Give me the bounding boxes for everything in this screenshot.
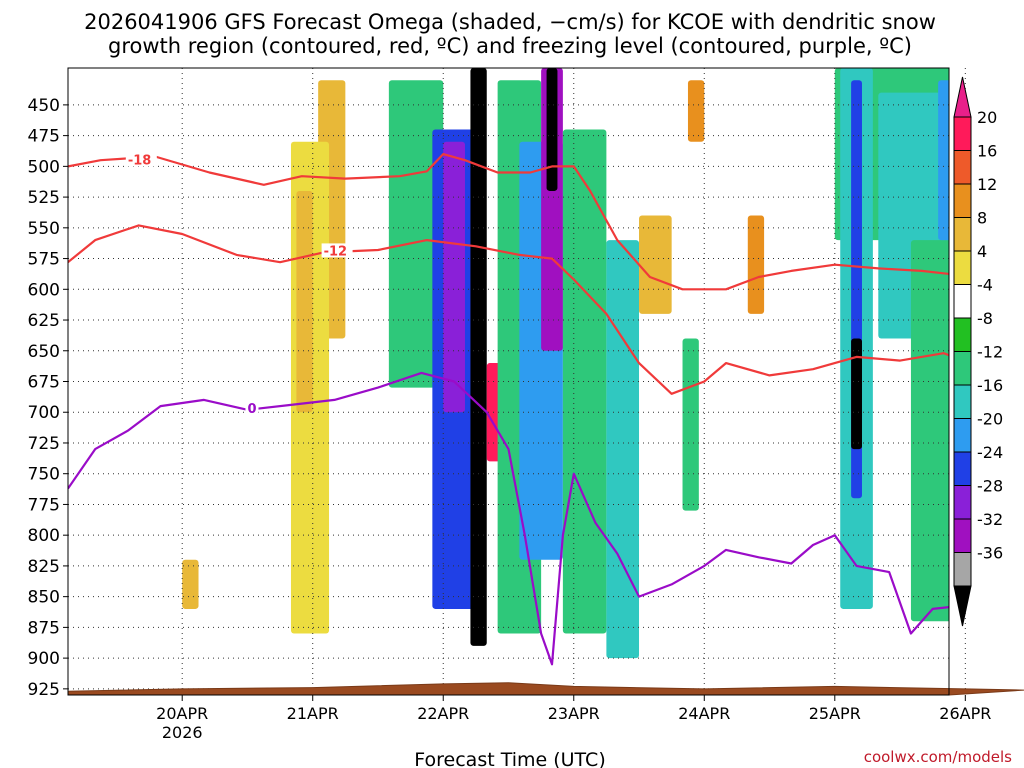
y-tick-label: 925 xyxy=(28,680,60,700)
y-tick-label: 525 xyxy=(28,188,60,208)
x-tick-sublabel: 2026 xyxy=(162,723,203,742)
dgz-contour-label-bg xyxy=(125,152,157,167)
omega-region-4 xyxy=(388,80,444,388)
freezing-level-contour-label: 0 xyxy=(247,402,256,417)
y-tick-label: 625 xyxy=(28,311,60,331)
colorbar-label: -20 xyxy=(977,410,1003,429)
omega-region-14 xyxy=(606,240,640,659)
dgz-contour-line xyxy=(68,153,949,291)
omega-region-15 xyxy=(639,215,672,314)
colorbar: 20 16 12 8 4 -4 -8 -12 -16 -20 -24 -28 -32 -36 xyxy=(953,76,1003,627)
x-tick-label: 26APR xyxy=(939,704,991,723)
colorbar-label: -36 xyxy=(977,544,1003,563)
y-tick-label: 875 xyxy=(28,618,60,638)
y-tick-label: 825 xyxy=(28,557,60,577)
y-tick-label: 600 xyxy=(28,280,60,300)
colorbar-swatch xyxy=(953,150,972,185)
y-tick-label: 500 xyxy=(28,157,60,177)
chart-title-line2: growth region (contoured, red, ºC) and f… xyxy=(108,34,912,58)
y-tick-label: 475 xyxy=(28,127,60,147)
y-tick-label: 650 xyxy=(28,342,60,362)
y-tick-label: 700 xyxy=(28,403,60,423)
freezing-level-contour-line xyxy=(68,371,949,666)
dgz-contour-label-bg xyxy=(321,243,353,258)
colorbar-swatch xyxy=(953,518,972,553)
x-tick-label: 20APR xyxy=(156,704,208,723)
contour-layer: -18 -12 0 xyxy=(68,152,949,666)
colorbar-label: -24 xyxy=(977,443,1003,462)
omega-region-13 xyxy=(562,129,607,634)
colorbar-swatch xyxy=(953,451,972,486)
omega-region-24 xyxy=(910,240,949,622)
colorbar-label: -8 xyxy=(977,309,993,328)
colorbar-swatch xyxy=(953,485,972,520)
colorbar-swatch xyxy=(953,552,972,587)
plot-area: -18 -12 0 xyxy=(67,67,1024,696)
y-tick-label: 850 xyxy=(28,588,60,608)
y-tick-label: 450 xyxy=(28,96,60,116)
colorbar-label: 20 xyxy=(977,108,997,127)
colorbar-top-triangle xyxy=(953,76,972,118)
omega-shading-layer xyxy=(182,68,949,659)
colorbar-bottom-triangle xyxy=(953,585,972,627)
credit-text: coolwx.com/models xyxy=(864,748,1012,766)
freezing-level-contour-label-bg xyxy=(245,400,259,415)
terrain-layer xyxy=(67,682,1024,696)
colorbar-swatch xyxy=(953,116,972,151)
omega-region-17 xyxy=(682,338,699,511)
omega-region-25 xyxy=(938,80,949,241)
colorbar-label: -16 xyxy=(977,376,1003,395)
omega-region-3 xyxy=(296,190,313,413)
x-tick-label: 24APR xyxy=(678,704,730,723)
colorbar-swatch xyxy=(953,217,972,252)
dgz-contour-label: -12 xyxy=(324,244,348,259)
x-tick-label: 25APR xyxy=(809,704,861,723)
colorbar-label: 16 xyxy=(977,142,997,161)
omega-region-22 xyxy=(851,338,862,450)
y-tick-label: 550 xyxy=(28,219,60,239)
colorbar-swatch xyxy=(953,284,972,319)
colorbar-label: 12 xyxy=(977,175,997,194)
colorbar-label: -12 xyxy=(977,343,1003,362)
y-tick-label: 800 xyxy=(28,526,60,546)
y-tick-label: 750 xyxy=(28,465,60,485)
colorbar-label: 4 xyxy=(977,242,987,261)
x-tick-label: 22APR xyxy=(417,704,469,723)
colorbar-swatch xyxy=(953,351,972,386)
colorbar-label: -28 xyxy=(977,477,1003,496)
colorbar-swatch xyxy=(953,317,972,352)
y-tick-label: 575 xyxy=(28,250,60,270)
omega-region-18 xyxy=(747,215,765,314)
x-tick-label: 21APR xyxy=(287,704,339,723)
y-tick-label: 900 xyxy=(28,649,60,669)
colorbar-swatch xyxy=(953,250,972,285)
x-axis-label: Forecast Time (UTC) xyxy=(414,749,605,768)
y-axis: 450 475 500 525 550 575 600 625 650 675 700 725 750 7… xyxy=(28,96,68,700)
omega-region-6 xyxy=(443,141,465,413)
colorbar-label: -32 xyxy=(977,510,1003,529)
omega-region-16 xyxy=(687,80,705,142)
omega-region-7 xyxy=(470,68,487,646)
terrain-surface xyxy=(67,682,1024,696)
omega-region-0 xyxy=(182,559,199,609)
dgz-contour-line xyxy=(68,224,949,395)
colorbar-swatch xyxy=(953,384,972,419)
omega-region-12 xyxy=(546,68,558,191)
colorbar-label: -4 xyxy=(977,276,993,295)
y-tick-label: 675 xyxy=(28,373,60,393)
colorbar-label: 8 xyxy=(977,209,987,228)
colorbar-swatch xyxy=(953,418,972,453)
y-tick-label: 775 xyxy=(28,495,60,515)
grid-layer xyxy=(68,68,966,695)
dgz-contour-label: -18 xyxy=(128,153,152,168)
y-tick-label: 725 xyxy=(28,434,60,454)
x-tick-label: 23APR xyxy=(548,704,600,723)
colorbar-swatch xyxy=(953,183,972,218)
chart-title-line1: 2026041906 GFS Forecast Omega (shaded, −… xyxy=(84,10,936,34)
